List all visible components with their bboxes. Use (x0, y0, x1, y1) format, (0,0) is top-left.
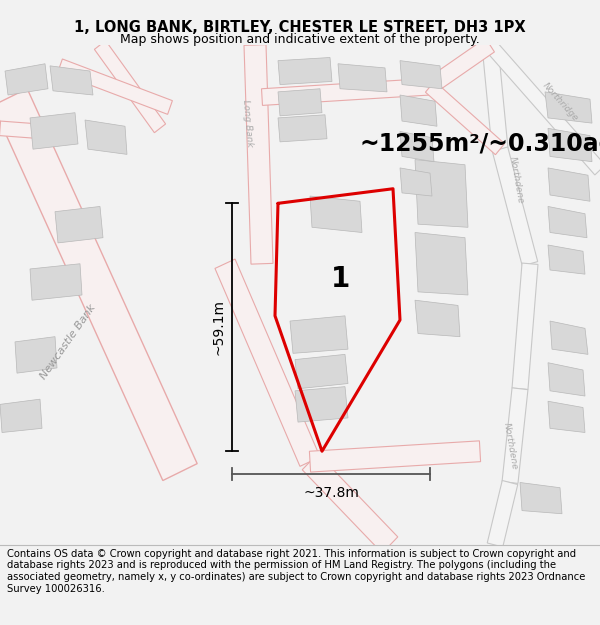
Polygon shape (0, 399, 42, 432)
Polygon shape (548, 168, 590, 201)
Text: 1, LONG BANK, BIRTLEY, CHESTER LE STREET, DH3 1PX: 1, LONG BANK, BIRTLEY, CHESTER LE STREET… (74, 20, 526, 35)
Text: Northdene: Northdene (502, 422, 518, 471)
Polygon shape (278, 58, 332, 84)
Polygon shape (30, 264, 82, 300)
Polygon shape (482, 44, 508, 150)
Polygon shape (400, 131, 434, 162)
Text: ~37.8m: ~37.8m (303, 486, 359, 500)
Polygon shape (50, 66, 93, 95)
Polygon shape (520, 482, 562, 514)
Polygon shape (85, 120, 127, 154)
Text: ~59.1m: ~59.1m (212, 299, 226, 355)
Polygon shape (548, 206, 587, 238)
Polygon shape (5, 64, 48, 95)
Polygon shape (548, 362, 585, 396)
Polygon shape (400, 61, 442, 89)
Polygon shape (425, 81, 505, 155)
Text: ~1255m²/~0.310ac.: ~1255m²/~0.310ac. (360, 132, 600, 156)
Polygon shape (215, 259, 320, 466)
Polygon shape (30, 112, 78, 149)
Polygon shape (548, 245, 585, 274)
Polygon shape (425, 38, 494, 94)
Polygon shape (487, 481, 518, 547)
Polygon shape (0, 121, 70, 141)
Polygon shape (415, 232, 468, 295)
Polygon shape (550, 321, 588, 354)
Polygon shape (310, 441, 481, 472)
Polygon shape (58, 59, 172, 114)
Polygon shape (492, 147, 538, 266)
Polygon shape (310, 196, 362, 232)
Polygon shape (295, 387, 348, 422)
Text: 1: 1 (331, 266, 350, 293)
Text: Map shows position and indicative extent of the property.: Map shows position and indicative extent… (120, 34, 480, 46)
Polygon shape (290, 316, 348, 353)
Polygon shape (15, 337, 57, 373)
Text: Long Bank: Long Bank (241, 99, 254, 147)
Polygon shape (55, 206, 103, 243)
Polygon shape (545, 92, 592, 123)
Polygon shape (338, 64, 387, 92)
Text: Newcastle Bank: Newcastle Bank (38, 302, 98, 381)
Polygon shape (0, 89, 197, 481)
Polygon shape (485, 40, 600, 175)
Polygon shape (295, 354, 348, 389)
Polygon shape (302, 454, 398, 553)
Polygon shape (548, 401, 585, 432)
Polygon shape (415, 159, 468, 228)
Polygon shape (512, 263, 538, 389)
Text: Northdene: Northdene (508, 156, 524, 205)
Polygon shape (244, 44, 273, 264)
Text: Contains OS data © Crown copyright and database right 2021. This information is : Contains OS data © Crown copyright and d… (7, 549, 586, 594)
Polygon shape (400, 95, 437, 126)
Polygon shape (262, 78, 430, 106)
Text: Northridge: Northridge (541, 81, 580, 123)
Polygon shape (502, 388, 528, 483)
Polygon shape (400, 168, 432, 196)
Polygon shape (415, 300, 460, 337)
Polygon shape (278, 89, 322, 116)
Polygon shape (94, 41, 166, 132)
Polygon shape (278, 115, 327, 142)
Polygon shape (548, 128, 592, 162)
